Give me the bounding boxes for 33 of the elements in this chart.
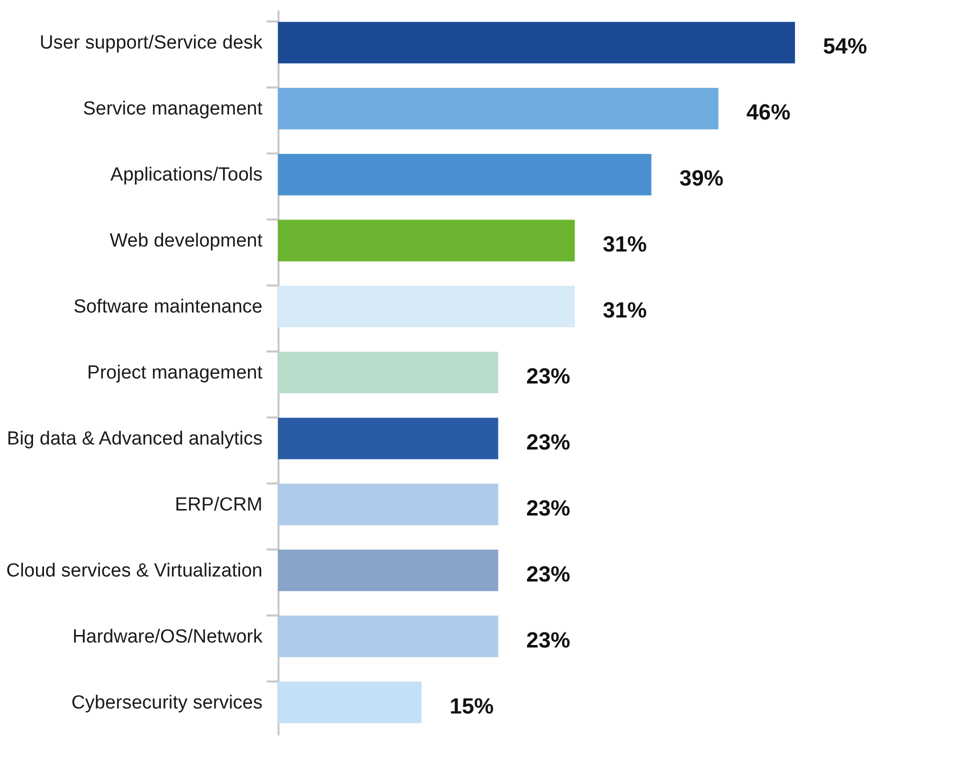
y-tick-label: ERP/CRM	[174, 494, 262, 516]
data-label: 39%	[679, 166, 724, 191]
data-label: 54%	[823, 34, 868, 59]
y-tick-label: User support/Service desk	[40, 32, 263, 54]
y-tick-label: Software maintenance	[73, 296, 262, 318]
bar	[278, 352, 498, 394]
y-tick-label: Project management	[87, 362, 264, 384]
bar	[278, 88, 718, 130]
data-label: 23%	[526, 495, 570, 520]
bar	[278, 220, 575, 262]
bar	[278, 418, 498, 460]
bar	[278, 286, 575, 328]
y-tick-label: Cloud services & Virtualization	[6, 560, 262, 582]
bar	[278, 616, 498, 658]
bar	[278, 484, 498, 526]
data-label: 23%	[526, 364, 570, 388]
y-tick-label: Cybersecurity services	[71, 692, 262, 714]
bar	[278, 154, 652, 196]
data-label: 23%	[526, 561, 570, 586]
y-tick-label: Big data & Advanced analytics	[6, 428, 262, 450]
bar	[278, 682, 422, 724]
data-label: 15%	[450, 693, 494, 718]
bar	[278, 22, 795, 64]
data-label: 31%	[602, 232, 647, 257]
y-tick-label: Web development	[110, 230, 264, 252]
data-label: 31%	[602, 298, 647, 323]
data-label: 23%	[526, 429, 570, 454]
y-tick-label: Hardware/OS/Network	[72, 626, 263, 648]
y-tick-label: Applications/Tools	[110, 164, 262, 186]
data-label: 23%	[526, 627, 570, 652]
data-label: 46%	[746, 100, 790, 125]
bar	[278, 550, 498, 592]
y-tick-label: Service management	[82, 98, 264, 120]
